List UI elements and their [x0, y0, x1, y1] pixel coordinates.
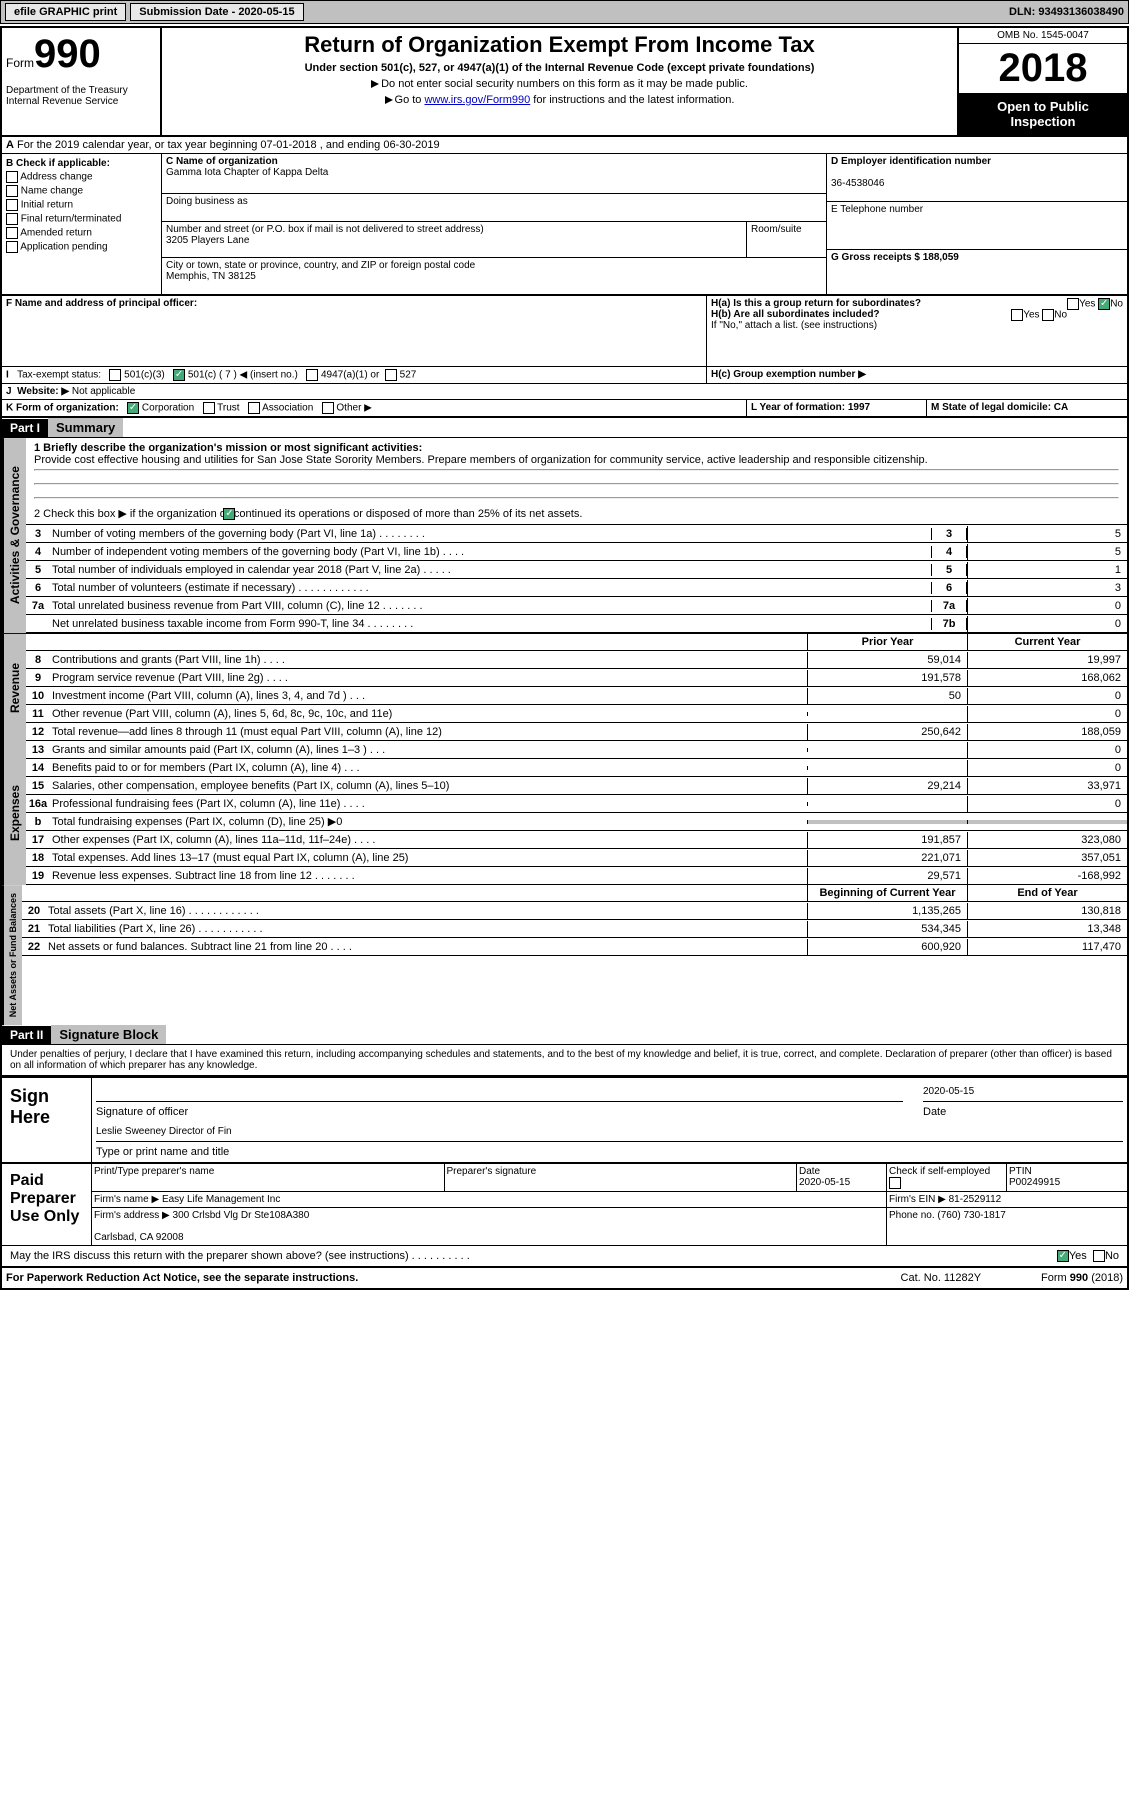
- mission-statement: Provide cost effective housing and utili…: [34, 454, 1119, 466]
- public-inspection: Open to Public Inspection: [959, 93, 1127, 135]
- omb-number: OMB No. 1545-0047: [959, 28, 1127, 44]
- tab-activities-governance: Activities & Governance: [2, 438, 26, 633]
- irs-link[interactable]: www.irs.gov/Form990: [424, 94, 530, 106]
- part-2-header: Part II: [2, 1026, 51, 1044]
- efile-button[interactable]: efile GRAPHIC print: [5, 3, 126, 21]
- sign-here-label: Sign Here: [2, 1078, 92, 1162]
- gross-receipts: G Gross receipts $ 188,059: [831, 252, 959, 263]
- paperwork-notice: For Paperwork Reduction Act Notice, see …: [6, 1272, 358, 1284]
- perjury-statement: Under penalties of perjury, I declare th…: [2, 1045, 1127, 1076]
- form-header: Form990 Department of the Treasury Inter…: [2, 28, 1127, 137]
- instr1: Do not enter social security numbers on …: [166, 78, 953, 90]
- form-number: 990: [34, 32, 101, 76]
- topbar: efile GRAPHIC print Submission Date - 20…: [0, 0, 1129, 24]
- form-version: Form 990 (2018): [1041, 1272, 1123, 1284]
- year-formation: L Year of formation: 1997: [751, 402, 870, 413]
- section-b: B Check if applicable: Address change Na…: [2, 154, 162, 294]
- officer-name: Leslie Sweeney Director of Fin: [96, 1126, 1123, 1142]
- tax-year: 2018: [959, 44, 1127, 93]
- website: Not applicable: [72, 386, 135, 397]
- instr2: Go to www.irs.gov/Form990 for instructio…: [166, 94, 953, 106]
- row-a-tax-year: A For the 2019 calendar year, or tax yea…: [2, 137, 1127, 154]
- dln: DLN: 93493136038490: [1009, 6, 1124, 18]
- cat-no: Cat. No. 11282Y: [901, 1272, 982, 1284]
- submission-date: Submission Date - 2020-05-15: [130, 3, 303, 21]
- firm-name: Firm's name ▶ Easy Life Management Inc: [92, 1192, 887, 1207]
- form-subtitle: Under section 501(c), 527, or 4947(a)(1)…: [166, 62, 953, 74]
- form-label: Form: [6, 56, 34, 70]
- dept-treasury: Department of the Treasury Internal Reve…: [6, 85, 156, 107]
- firm-phone: Phone no. (760) 730-1817: [887, 1208, 1127, 1245]
- tab-expenses: Expenses: [2, 741, 26, 885]
- form-title: Return of Organization Exempt From Incom…: [166, 32, 953, 58]
- form-990: Form990 Department of the Treasury Inter…: [0, 26, 1129, 1290]
- firm-ein: Firm's EIN ▶ 81-2529112: [887, 1192, 1127, 1207]
- org-name: Gamma Iota Chapter of Kappa Delta: [166, 167, 328, 178]
- tab-net-assets: Net Assets or Fund Balances: [2, 885, 22, 1025]
- city-state-zip: Memphis, TN 38125: [166, 271, 256, 282]
- firm-address: Firm's address ▶ 300 Crlsbd Vlg Dr Ste10…: [94, 1210, 309, 1221]
- state-domicile: M State of legal domicile: CA: [931, 402, 1068, 413]
- address: 3205 Players Lane: [166, 235, 249, 246]
- part-1-header: Part I: [2, 419, 48, 437]
- tab-revenue: Revenue: [2, 634, 26, 741]
- ptin-value: P00249915: [1009, 1177, 1060, 1188]
- ein: 36-4538046: [831, 178, 884, 189]
- paid-preparer-label: Paid Preparer Use Only: [2, 1164, 92, 1245]
- sign-date: 2020-05-15: [923, 1086, 1123, 1102]
